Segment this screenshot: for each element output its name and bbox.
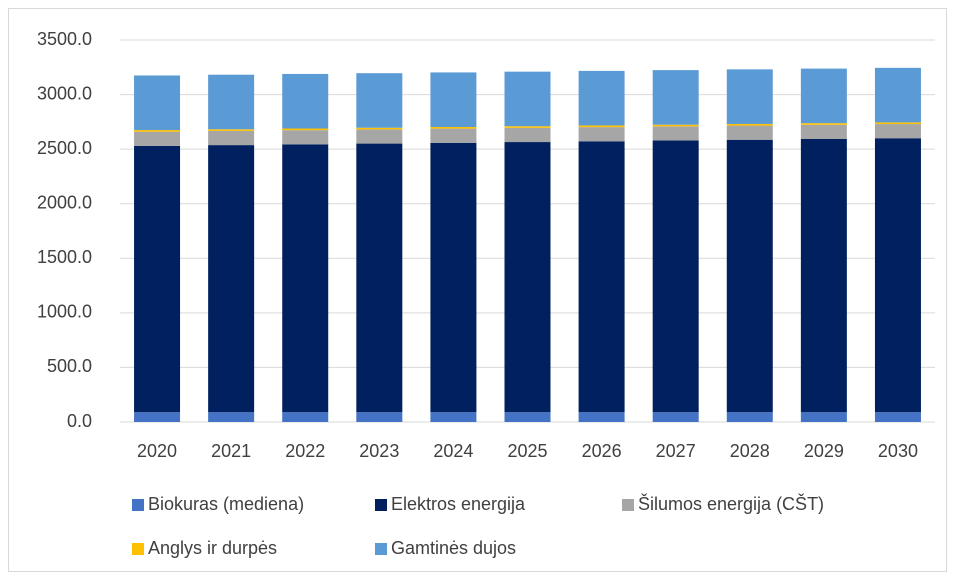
x-tick-label: 2028 bbox=[730, 441, 770, 461]
x-tick-label: 2023 bbox=[359, 441, 399, 461]
bar-segment bbox=[208, 130, 255, 146]
bar-segment bbox=[800, 68, 847, 124]
bar-segment bbox=[652, 412, 699, 422]
bar-segment bbox=[578, 125, 625, 128]
bar-segment bbox=[652, 126, 699, 141]
bar-segment bbox=[134, 75, 181, 131]
y-tick-label: 2000.0 bbox=[37, 192, 92, 212]
bar-segment bbox=[282, 144, 329, 413]
x-tick-label: 2026 bbox=[582, 441, 622, 461]
bar-segment bbox=[504, 126, 551, 128]
bar-segment bbox=[356, 129, 403, 144]
bar-segment bbox=[726, 139, 773, 413]
bar-segment bbox=[134, 130, 181, 132]
y-tick-label: 3000.0 bbox=[37, 83, 92, 103]
bar-segment bbox=[430, 142, 477, 413]
bar-segment bbox=[800, 138, 847, 413]
bar-segment bbox=[208, 145, 255, 413]
legend-swatch bbox=[375, 499, 387, 511]
bar-segment bbox=[430, 128, 477, 143]
bar-segment bbox=[800, 124, 847, 139]
bar-segment bbox=[874, 67, 921, 123]
y-tick-label: 1500.0 bbox=[37, 247, 92, 267]
bar-segment bbox=[578, 412, 625, 422]
bar-segment bbox=[726, 123, 773, 126]
x-tick-label: 2022 bbox=[285, 441, 325, 461]
bar-segment bbox=[356, 412, 403, 422]
x-tick-label: 2020 bbox=[137, 441, 177, 461]
bar-segment bbox=[208, 129, 255, 131]
bar-segment bbox=[800, 123, 847, 125]
bar-segment bbox=[282, 73, 329, 129]
bar-segment bbox=[874, 124, 921, 139]
bar-segment bbox=[356, 143, 403, 413]
legend-label: Anglys ir durpės bbox=[148, 538, 277, 558]
bar-segment bbox=[874, 122, 921, 125]
bar-segment bbox=[652, 124, 699, 127]
x-tick-label: 2027 bbox=[656, 441, 696, 461]
bar-segment bbox=[282, 128, 329, 131]
bar-segment bbox=[504, 142, 551, 413]
y-tick-label: 2500.0 bbox=[37, 138, 92, 158]
bar-segment bbox=[578, 127, 625, 142]
bar-segment bbox=[430, 412, 477, 422]
legend-swatch bbox=[132, 499, 144, 511]
bar-segment bbox=[208, 412, 255, 422]
legend-label: Šilumos energija (CŠT) bbox=[638, 493, 824, 514]
x-tick-label: 2025 bbox=[507, 441, 547, 461]
x-tick-label: 2029 bbox=[804, 441, 844, 461]
y-tick-label: 500.0 bbox=[47, 356, 92, 376]
x-tick-label: 2030 bbox=[878, 441, 918, 461]
legend-swatch bbox=[622, 499, 634, 511]
bar-segment bbox=[430, 126, 477, 129]
bar-segment bbox=[504, 127, 551, 143]
legend-swatch bbox=[132, 543, 144, 555]
legend-label: Gamtinės dujos bbox=[391, 538, 516, 558]
bar-segment bbox=[134, 131, 181, 146]
bar-segment bbox=[282, 130, 329, 145]
bar-segment bbox=[874, 412, 921, 422]
bar-segment bbox=[208, 74, 255, 130]
bar-segment bbox=[578, 141, 625, 413]
legend-label: Elektros energija bbox=[391, 494, 526, 514]
x-tick-label: 2024 bbox=[433, 441, 473, 461]
bar-segment bbox=[726, 412, 773, 422]
x-tick-label: 2021 bbox=[211, 441, 251, 461]
bar-segment bbox=[726, 69, 773, 124]
y-tick-label: 3500.0 bbox=[37, 29, 92, 49]
legend-swatch bbox=[375, 543, 387, 555]
bar-segment bbox=[652, 140, 699, 413]
y-tick-label: 1000.0 bbox=[37, 302, 92, 322]
bar-segment bbox=[800, 412, 847, 422]
bar-segment bbox=[504, 71, 551, 127]
bar-segment bbox=[430, 72, 477, 127]
bar-segment bbox=[504, 412, 551, 422]
y-tick-label: 0.0 bbox=[67, 411, 92, 431]
bar-segment bbox=[282, 412, 329, 422]
bar-segment bbox=[134, 412, 181, 422]
bar-segment bbox=[356, 73, 403, 128]
bar-segment bbox=[726, 125, 773, 140]
bar-segment bbox=[134, 145, 181, 413]
bar-segment bbox=[578, 70, 625, 126]
legend-label: Biokuras (mediena) bbox=[148, 494, 304, 514]
bar-segment bbox=[652, 70, 699, 125]
bar-segment bbox=[874, 138, 921, 413]
bar-segment bbox=[356, 127, 403, 130]
